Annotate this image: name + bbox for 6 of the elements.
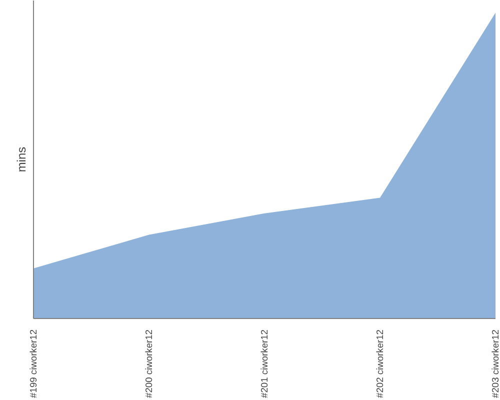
x-tick-label: #201 ciworker12	[260, 329, 270, 398]
x-tick-label: #199 ciworker12	[28, 329, 38, 398]
x-tick-label: #203 ciworker12	[490, 329, 500, 398]
y-axis-title: mins	[14, 146, 28, 172]
x-tick-label: #202 ciworker12	[375, 329, 385, 398]
x-tick-label: #200 ciworker12	[144, 329, 154, 398]
